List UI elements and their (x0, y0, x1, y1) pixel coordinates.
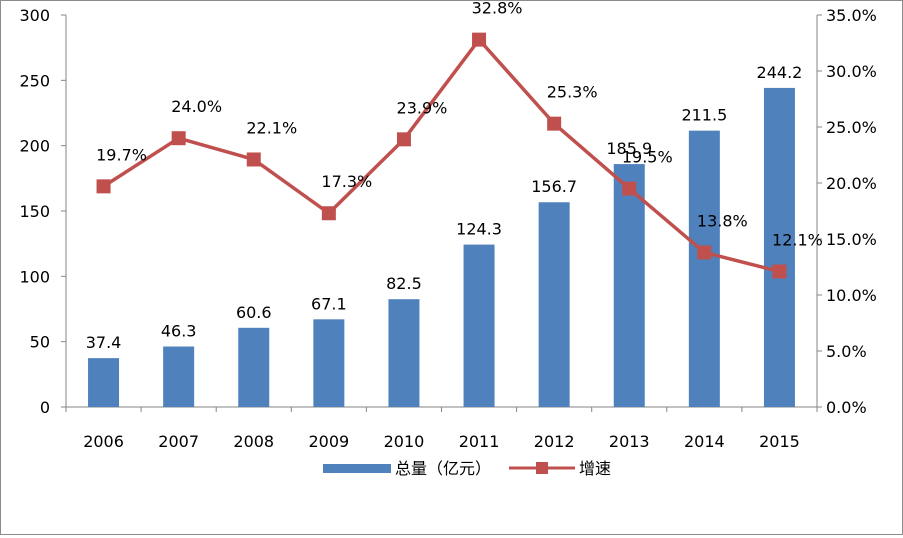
line-data-label: 17.3% (321, 172, 372, 191)
growth-line (102, 37, 780, 274)
left-axis-tick-label: 50 (30, 333, 50, 352)
x-axis-tick-label: 2012 (534, 432, 575, 451)
x-axis-tick-label: 2009 (308, 432, 349, 451)
bar-data-label: 37.4 (86, 333, 122, 352)
right-axis-tick-label: 30.0% (826, 62, 877, 81)
bar (688, 130, 720, 407)
bar-data-label: 46.3 (161, 322, 197, 341)
bar (88, 358, 120, 407)
line-marker (246, 152, 261, 167)
right-axis-tick-label: 35.0% (826, 6, 877, 25)
right-axis-tick-label: 15.0% (826, 230, 877, 249)
labels-layer: 37.4 46.3 60.6 67.1 82.5 124.3 156.7 185.9 211.5… (86, 0, 823, 352)
line-marker (547, 116, 562, 131)
bar (538, 202, 570, 407)
line-layer (96, 32, 787, 279)
line-data-label: 23.9% (397, 98, 448, 117)
line-marker (697, 245, 712, 260)
bar-data-label: 244.2 (757, 63, 803, 82)
legend-line-label: 增速 (579, 459, 611, 478)
bar (388, 299, 420, 407)
right-axis-tick-label: 5.0% (826, 342, 867, 361)
line-data-label: 19.5% (622, 148, 673, 167)
x-axis-tick-label: 2007 (158, 432, 199, 451)
line-marker (396, 132, 411, 147)
legend-bar-swatch (323, 464, 391, 473)
line-marker (171, 131, 186, 146)
legend-line-marker (536, 462, 548, 474)
left-axis-tick-label: 0 (40, 398, 50, 417)
line-data-label: 12.1% (772, 230, 823, 249)
legend: 总量（亿元） 增速 (323, 459, 611, 478)
line-data-label: 24.0% (171, 97, 222, 116)
bars-layer (88, 87, 795, 408)
right-axis-tick-label: 10.0% (826, 286, 877, 305)
line-data-label: 32.8% (472, 1, 523, 18)
x-axis-tick-label: 2013 (609, 432, 650, 451)
bar (313, 319, 345, 407)
line-data-label: 22.1% (246, 118, 297, 137)
left-axis-tick-label: 100 (19, 267, 50, 286)
x-axis-tick-label: 2010 (384, 432, 425, 451)
line-marker (772, 264, 787, 279)
legend-bar-label: 总量（亿元） (395, 459, 491, 478)
bar-data-label: 185.9 (606, 139, 652, 158)
right-axis-tick-label: 0.0% (826, 398, 867, 417)
bar-data-label: 60.6 (236, 303, 272, 322)
line-data-label: 19.7% (96, 145, 147, 164)
x-axis-tick-label: 2015 (759, 432, 800, 451)
bar (763, 87, 795, 408)
x-axis-tick-label: 2006 (83, 432, 124, 451)
left-axis-tick-label: 150 (19, 202, 50, 221)
line-data-label: 13.8% (697, 211, 748, 230)
right-axis-tick-label: 25.0% (826, 118, 877, 137)
bar (613, 164, 645, 407)
bar-data-label: 82.5 (386, 274, 422, 293)
line-marker (622, 181, 637, 196)
bar (163, 346, 195, 407)
left-axis-tick-label: 250 (19, 71, 50, 90)
bar (463, 244, 495, 407)
line-marker (321, 206, 336, 221)
left-axis-tick-label: 300 (19, 6, 50, 25)
right-axis-tick-label: 20.0% (826, 174, 877, 193)
left-axis-tick-label: 200 (19, 137, 50, 156)
x-axis-tick-label: 2008 (233, 432, 274, 451)
line-marker (472, 32, 487, 47)
bar-data-label: 156.7 (531, 177, 577, 196)
line-data-label: 25.3% (547, 83, 598, 102)
x-axis-tick-label: 2011 (459, 432, 500, 451)
axes-layer: 0 50 100 150 200 250 300 0.0% 5.0% 10.0% 15.0% 20.0… (19, 6, 876, 451)
line-marker (96, 179, 111, 194)
bar (238, 327, 270, 407)
x-axis-tick-label: 2014 (684, 432, 725, 451)
bar-data-label: 211.5 (681, 106, 727, 125)
bar-data-label: 67.1 (311, 294, 347, 313)
bar-data-label: 124.3 (456, 220, 502, 239)
